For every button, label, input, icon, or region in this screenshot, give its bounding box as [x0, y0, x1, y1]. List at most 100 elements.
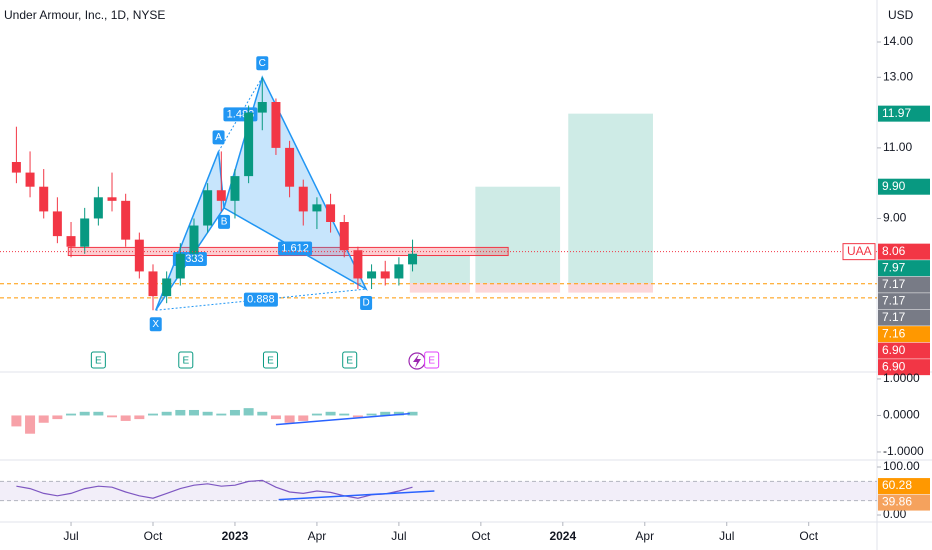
macd-bar: [311, 413, 322, 416]
macd-bar: [134, 415, 145, 420]
earnings-event[interactable]: E: [178, 351, 194, 369]
y-tick-label: 14.00: [883, 34, 913, 48]
price-label-text: 7.16: [882, 326, 906, 340]
price-label-text: 7.17: [882, 310, 906, 324]
price-label: 7.16: [878, 326, 930, 343]
pattern-point-label: D: [362, 298, 369, 309]
target-zone: [409, 255, 470, 284]
macd-bar: [175, 409, 186, 416]
candle-body: [244, 112, 254, 177]
price-label: 6.90: [878, 342, 930, 359]
rsi-band: [0, 481, 877, 501]
price-label-text: 39.86: [882, 495, 912, 509]
price-label: 39.86: [878, 494, 930, 511]
pattern-point-chip: [218, 214, 231, 229]
symbol-tag: UAA: [847, 244, 872, 258]
candle-body: [39, 186, 49, 212]
y-tick-label: 11.00: [883, 140, 912, 154]
price-label-bg: [878, 105, 930, 122]
candle-body: [380, 271, 390, 279]
price-label: 7.97: [878, 260, 930, 277]
price-label-text: 6.90: [882, 359, 906, 373]
macd-bar: [188, 409, 199, 416]
pattern-point-chip: [212, 130, 225, 145]
event-label: E: [346, 356, 353, 367]
earnings-event[interactable]: E: [424, 351, 440, 369]
macd-bar: [393, 411, 404, 416]
x-tick-label: Apr: [308, 529, 327, 543]
pattern-point-label: A: [215, 132, 222, 143]
macd-bar: [366, 413, 377, 416]
event-badge: [178, 351, 194, 369]
ratio-chip: [243, 292, 278, 307]
ratio-label: 1.612: [281, 242, 309, 254]
x-tick-label: Jul: [63, 529, 78, 543]
x-tick-label: Oct: [144, 529, 163, 543]
stop-zone: [409, 283, 470, 293]
candle-body: [148, 271, 158, 297]
icon-bolt: [413, 354, 421, 368]
y-tick-label: 100.00: [883, 459, 920, 473]
target-zone: [475, 186, 561, 284]
target-zone: [568, 113, 653, 284]
event-badge: [424, 351, 440, 369]
macd-bar: [66, 413, 77, 416]
macd-bar: [284, 415, 295, 423]
price-label-bg: [878, 293, 930, 310]
price-label-bg: [878, 276, 930, 293]
macd-bar: [243, 408, 254, 416]
candle-body: [271, 102, 281, 148]
x-tick-label: Jul: [719, 529, 734, 543]
dividend-icon[interactable]: [408, 352, 426, 370]
macd-bar: [25, 415, 36, 434]
event-badge: [342, 351, 358, 369]
price-label-text: 7.17: [882, 293, 906, 307]
event-label: E: [428, 356, 435, 367]
price-label: 7.17: [878, 276, 930, 293]
price-label-text: 7.97: [882, 260, 906, 274]
macd-bar: [257, 411, 268, 416]
macd-bar: [120, 415, 131, 421]
x-tick-label: Oct: [799, 529, 818, 543]
currency: USD: [888, 8, 914, 22]
price-label-bg: [878, 260, 930, 277]
earnings-event[interactable]: E: [90, 351, 106, 369]
price-label-text: 9.90: [882, 179, 906, 193]
macd-bar: [202, 411, 213, 416]
candle-body: [93, 197, 103, 219]
macd-bar: [229, 409, 240, 416]
price-label: 7.17: [878, 293, 930, 310]
candle-body: [134, 239, 144, 272]
price-label-text: 6.90: [882, 343, 906, 357]
price-label-bg: [878, 309, 930, 326]
price-label-text: 8.06: [882, 244, 906, 258]
price-label-bg: [878, 178, 930, 195]
y-tick-label: 1.0000: [883, 371, 920, 385]
candle-body: [203, 190, 213, 226]
candle-body: [230, 176, 240, 201]
x-tick-label: 2024: [549, 529, 576, 543]
pattern-point-chip: [256, 56, 269, 71]
candle-body: [80, 218, 90, 247]
candle-body: [11, 162, 21, 173]
macd-bar: [107, 415, 118, 418]
macd-bar: [216, 413, 227, 416]
event-badge: [262, 351, 278, 369]
earnings-event[interactable]: E: [342, 351, 358, 369]
pattern-point-chip: [149, 317, 162, 332]
candle-body: [339, 222, 349, 251]
stop-zone: [568, 283, 653, 293]
macd-bar: [11, 415, 22, 427]
candle-body: [353, 250, 363, 279]
candle-body: [408, 253, 418, 265]
earnings-event[interactable]: E: [262, 351, 278, 369]
price-label: 11.97: [878, 105, 930, 122]
event-label: E: [267, 356, 274, 367]
x-tick-label: Jul: [391, 529, 406, 543]
macd-bar: [38, 415, 49, 423]
candle-body: [175, 253, 185, 279]
price-label: 8.06 UAA: [842, 243, 930, 261]
ratio-label: 0.888: [247, 294, 275, 306]
candle-body: [162, 278, 172, 297]
